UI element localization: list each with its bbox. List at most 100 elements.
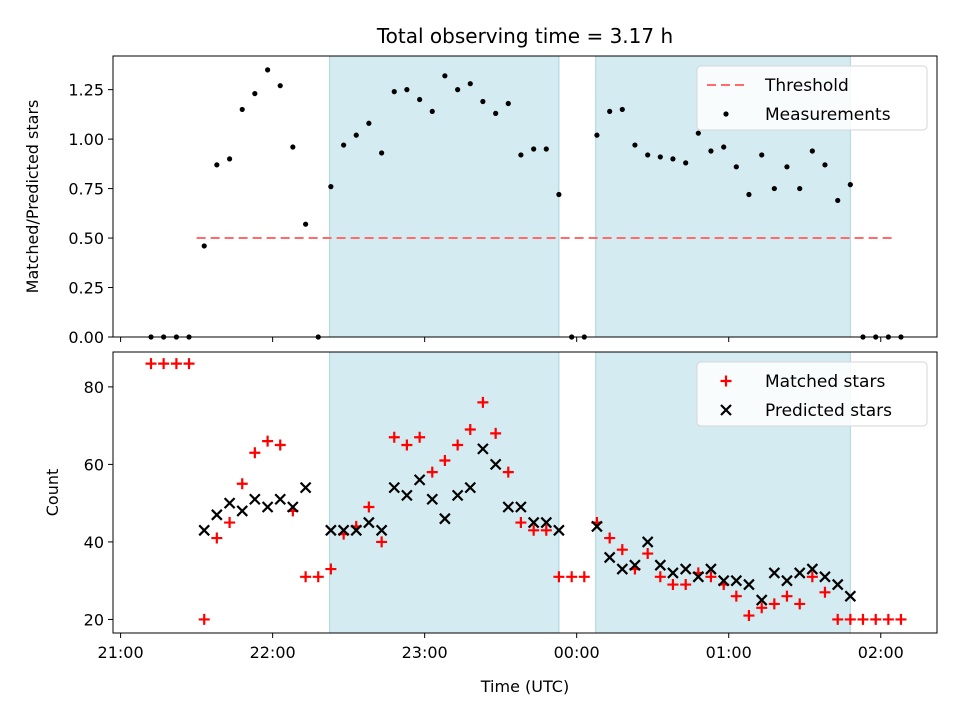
legend-label: Predicted stars <box>765 401 892 421</box>
predicted-star-point <box>667 567 679 579</box>
measurement-point <box>227 156 233 162</box>
predicted-star-point <box>793 567 806 579</box>
matched-star-point <box>363 501 375 513</box>
measurement-point <box>455 87 461 93</box>
matched-star-point <box>502 466 514 478</box>
measurement-point <box>417 96 423 103</box>
predicted-star-point <box>831 578 844 591</box>
predicted-star-point <box>819 571 831 583</box>
matched-star-point <box>528 524 540 536</box>
x-tick-label: 00:00 <box>554 643 600 662</box>
predicted-star-point <box>350 524 363 537</box>
matched-star-point <box>844 613 856 625</box>
matched-star-point <box>857 613 869 625</box>
measurement-point <box>201 243 207 249</box>
measurement-point <box>265 67 271 73</box>
matched-star-point <box>388 431 400 443</box>
predicted-star-point <box>261 501 274 513</box>
predicted-star-point <box>730 574 743 587</box>
matched-star-point <box>578 571 590 583</box>
matched-star-point <box>756 602 768 614</box>
measurement-point <box>809 148 815 154</box>
predicted-star-point <box>768 567 781 579</box>
measurement-point <box>594 132 600 138</box>
predicted-star-point <box>439 512 451 525</box>
matched-star-point <box>730 590 742 602</box>
predicted-star-point <box>502 501 515 513</box>
matched-star-point <box>705 571 717 583</box>
predicted-star-point <box>692 571 705 583</box>
legend-predicted-swatch <box>720 404 732 416</box>
axes-frame <box>112 55 938 338</box>
y-axis-label: Count <box>43 469 62 517</box>
measurement-point <box>771 185 777 192</box>
measurement-point <box>252 90 258 97</box>
y-tick-label: 1.25 <box>68 81 104 100</box>
matched-star-point <box>376 536 388 548</box>
matched-star-point <box>274 439 286 451</box>
predicted-star-point <box>236 505 249 517</box>
matched-star-point <box>870 613 882 625</box>
matched-star-point <box>401 439 413 451</box>
predicted-star-point <box>274 493 287 506</box>
measurement-point <box>721 144 727 150</box>
predicted-star-point <box>388 481 401 494</box>
top-panel: 0.00 0.25 0.50 0.75 1.00 1.25 Matched/Predicte… <box>23 55 938 347</box>
legend-box <box>696 361 928 427</box>
predicted-star-point <box>451 489 464 502</box>
measurement-point <box>303 221 309 227</box>
matched-star-point <box>566 571 578 583</box>
measurement-point <box>797 185 803 192</box>
y-tick-label: 60 <box>84 455 104 474</box>
legend-label: Matched stars <box>765 372 885 392</box>
matched-star-point <box>414 431 426 443</box>
measurement-point <box>733 164 739 170</box>
measurement-point <box>531 146 537 152</box>
x-tick-label: 22:00 <box>250 643 296 662</box>
measurement-point <box>543 146 549 152</box>
predicted-star-point <box>489 458 502 471</box>
measurement-point <box>556 191 562 198</box>
predicted-star-point <box>337 524 350 537</box>
measurement-point <box>746 191 752 198</box>
measurement-point <box>429 108 435 115</box>
predicted-star-point <box>325 524 337 537</box>
predicted-star-point <box>844 590 857 602</box>
measurement-point <box>835 197 841 204</box>
observing-span <box>329 351 560 634</box>
measurement-point <box>505 100 511 107</box>
legend-matched-swatch <box>720 375 732 387</box>
predicted-star-point <box>211 509 223 521</box>
predicted-star-point <box>375 524 388 537</box>
predicted-star-point <box>717 574 730 587</box>
matched-star-point <box>477 396 489 408</box>
y-tick-label: 40 <box>84 533 104 552</box>
x-tick-label: 23:00 <box>402 643 448 662</box>
measurement-point <box>708 148 714 154</box>
matched-star-point <box>819 586 831 598</box>
predicted-star-point <box>287 501 299 513</box>
matched-star-point <box>300 571 312 583</box>
matched-star-point <box>170 358 182 370</box>
measurement-point <box>214 162 220 168</box>
measurement-point <box>239 106 245 113</box>
y-tick-label: 0.50 <box>68 229 104 248</box>
matched-star-point <box>895 613 907 625</box>
observing-span <box>329 55 560 338</box>
matched-star-point <box>426 466 438 478</box>
measurement-point <box>619 106 625 113</box>
matched-star-point <box>464 424 476 436</box>
matched-star-point <box>794 598 806 610</box>
predicted-star-point <box>641 536 654 548</box>
matched-star-point <box>198 613 210 625</box>
measurement-point <box>391 89 397 95</box>
predicted-star-point <box>249 493 261 506</box>
predicted-star-point <box>603 551 616 564</box>
predicted-star-point <box>477 443 489 455</box>
measurement-point <box>607 108 613 115</box>
matched-star-point <box>654 571 666 583</box>
measurement-point <box>847 182 853 188</box>
matched-star-point <box>515 517 527 529</box>
matched-star-point <box>158 358 170 370</box>
